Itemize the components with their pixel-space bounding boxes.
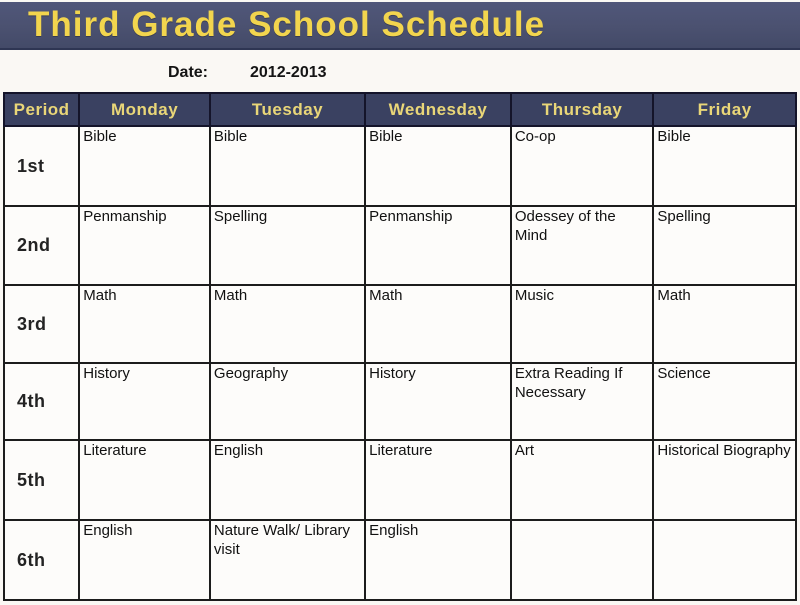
schedule-cell: Literature xyxy=(364,439,512,521)
schedule-cell: Bible xyxy=(208,125,367,207)
table-row: 3rd Math Math Math Music Math xyxy=(2,284,797,364)
schedule-cell xyxy=(509,519,655,601)
schedule-cell: Music xyxy=(509,284,655,364)
schedule-cell: Co-op xyxy=(509,125,655,207)
schedule-cell: Penmanship xyxy=(78,205,211,286)
table-row: 6th English Nature Walk/ Library visit E… xyxy=(2,519,797,601)
period-cell: 4th xyxy=(2,362,81,441)
period-cell: 5th xyxy=(2,439,81,521)
schedule-cell: Spelling xyxy=(652,205,797,286)
schedule-cell: Math xyxy=(208,284,367,364)
schedule-cell: Bible xyxy=(364,125,512,207)
schedule-cell: Math xyxy=(364,284,512,364)
column-header-wednesday: Wednesday xyxy=(364,92,512,127)
period-cell: 1st xyxy=(2,125,81,207)
schedule-cell: Bible xyxy=(652,125,797,207)
period-cell: 3rd xyxy=(2,284,81,364)
schedule-cell: Math xyxy=(652,284,797,364)
schedule-cell: English xyxy=(208,439,367,521)
table-row: 2nd Penmanship Spelling Penmanship Odess… xyxy=(2,205,797,286)
schedule-cell: Math xyxy=(78,284,211,364)
table-row: 5th Literature English Literature Art Hi… xyxy=(2,439,797,521)
schedule-cell xyxy=(652,519,797,601)
schedule-cell: Bible xyxy=(78,125,211,207)
table-header-row: Period Monday Tuesday Wednesday Thursday… xyxy=(2,92,797,127)
date-label: Date: xyxy=(168,64,209,81)
schedule-cell: Art xyxy=(509,439,655,521)
schedule-cell: Literature xyxy=(78,439,211,521)
schedule-cell: Extra Reading If Necessary xyxy=(509,362,655,441)
column-header-tuesday: Tuesday xyxy=(208,92,367,127)
column-header-friday: Friday xyxy=(652,92,797,127)
schedule-table: Period Monday Tuesday Wednesday Thursday… xyxy=(2,92,797,601)
period-cell: 6th xyxy=(2,519,81,601)
column-header-monday: Monday xyxy=(78,92,211,127)
schedule-cell: Historical Biography xyxy=(652,439,797,521)
table-row: 1st Bible Bible Bible Co-op Bible xyxy=(2,125,797,207)
column-header-thursday: Thursday xyxy=(509,92,655,127)
schedule-cell: Nature Walk/ Library visit xyxy=(208,519,367,601)
title-band: Third Grade School Schedule xyxy=(0,2,800,50)
schedule-cell: History xyxy=(78,362,211,441)
schedule-cell: Science xyxy=(652,362,797,441)
schedule-cell: Odessey of the Mind xyxy=(509,205,655,286)
column-header-period: Period xyxy=(2,92,81,127)
schedule-cell: English xyxy=(78,519,211,601)
period-cell: 2nd xyxy=(2,205,81,286)
schedule-cell: History xyxy=(364,362,512,441)
date-value: 2012-2013 xyxy=(250,64,327,81)
schedule-cell: English xyxy=(364,519,512,601)
schedule-cell: Penmanship xyxy=(364,205,512,286)
schedule-cell: Spelling xyxy=(208,205,367,286)
table-row: 4th History Geography History Extra Read… xyxy=(2,362,797,441)
schedule-cell: Geography xyxy=(208,362,367,441)
page-title: Third Grade School Schedule xyxy=(28,5,546,44)
